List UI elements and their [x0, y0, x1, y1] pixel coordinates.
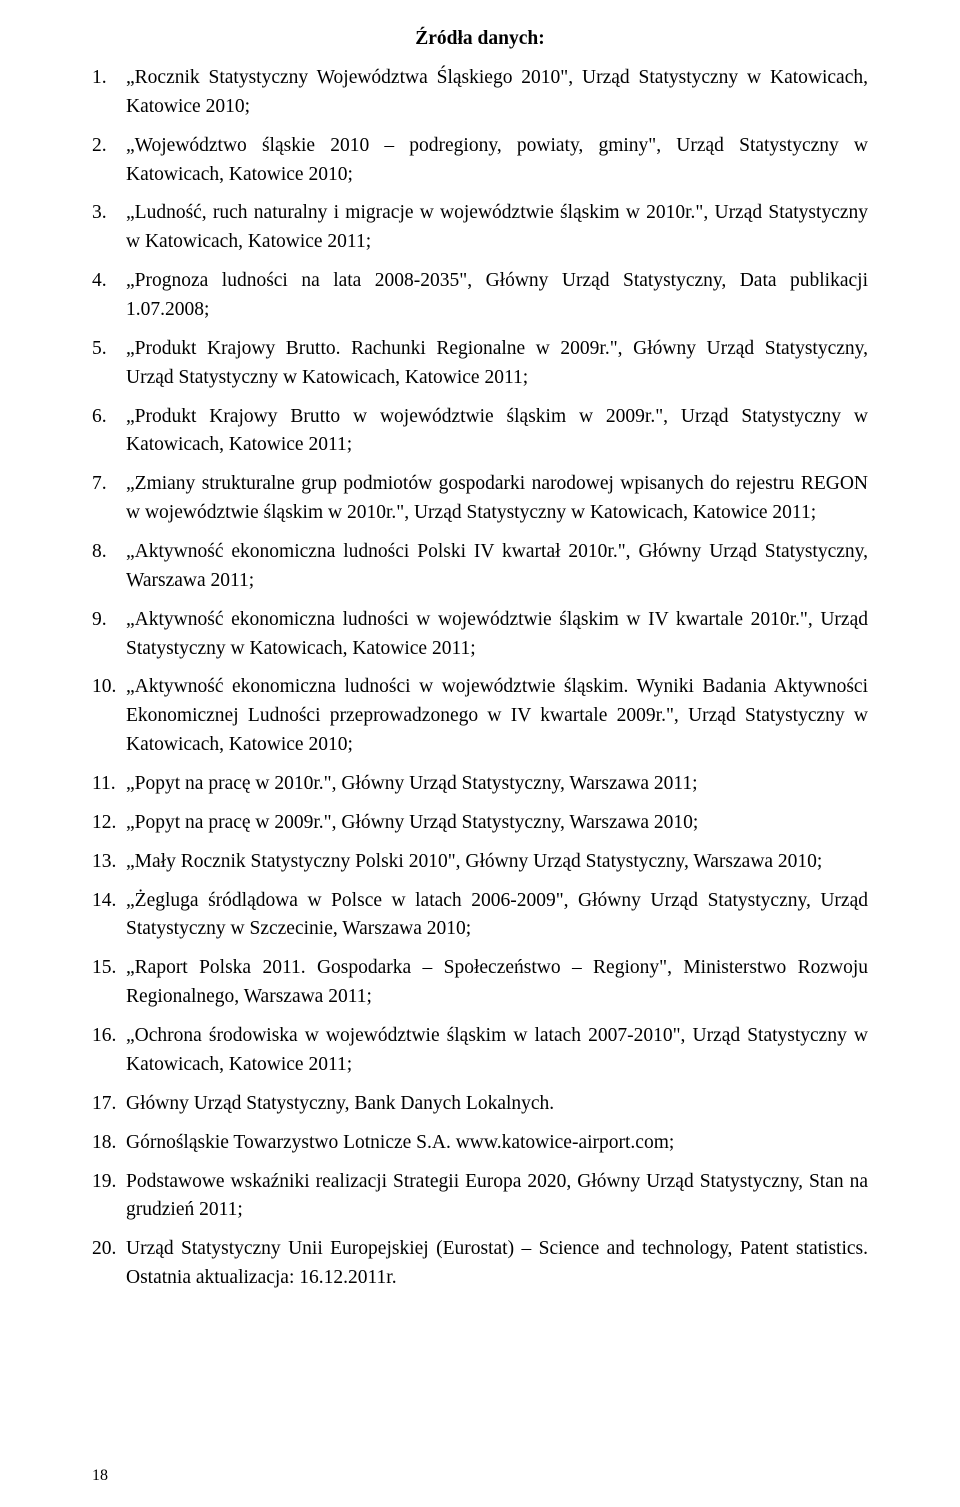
source-item: Główny Urząd Statystyczny, Bank Danych L…: [92, 1090, 868, 1119]
source-item: „Żegluga śródlądowa w Polsce w latach 20…: [92, 887, 868, 945]
source-item: Górnośląskie Towarzystwo Lotnicze S.A. w…: [92, 1129, 868, 1158]
source-item: „Aktywność ekonomiczna ludności Polski I…: [92, 538, 868, 596]
source-item: „Raport Polska 2011. Gospodarka – Społec…: [92, 954, 868, 1012]
source-item: „Aktywność ekonomiczna ludności w wojewó…: [92, 606, 868, 664]
source-item: „Zmiany strukturalne grup podmiotów gosp…: [92, 470, 868, 528]
page-number: 18: [92, 1467, 108, 1485]
document-page: Źródła danych: „Rocznik Statystyczny Woj…: [0, 0, 960, 1507]
source-item: „Mały Rocznik Statystyczny Polski 2010",…: [92, 848, 868, 877]
page-heading: Źródła danych:: [92, 28, 868, 50]
sources-list: „Rocznik Statystyczny Województwa Śląski…: [92, 64, 868, 1293]
source-item: „Popyt na pracę w 2010r.", Główny Urząd …: [92, 770, 868, 799]
source-item: „Województwo śląskie 2010 – podregiony, …: [92, 132, 868, 190]
source-item: „Produkt Krajowy Brutto. Rachunki Region…: [92, 335, 868, 393]
source-item: „Aktywność ekonomiczna ludności w wojewó…: [92, 673, 868, 760]
source-item: „Ludność, ruch naturalny i migracje w wo…: [92, 199, 868, 257]
source-item: „Popyt na pracę w 2009r.", Główny Urząd …: [92, 809, 868, 838]
source-item: „Produkt Krajowy Brutto w województwie ś…: [92, 403, 868, 461]
source-item: Podstawowe wskaźniki realizacji Strategi…: [92, 1168, 868, 1226]
source-item: „Prognoza ludności na lata 2008-2035", G…: [92, 267, 868, 325]
source-item: „Rocznik Statystyczny Województwa Śląski…: [92, 64, 868, 122]
source-item: „Ochrona środowiska w województwie śląsk…: [92, 1022, 868, 1080]
source-item: Urząd Statystyczny Unii Europejskiej (Eu…: [92, 1235, 868, 1293]
